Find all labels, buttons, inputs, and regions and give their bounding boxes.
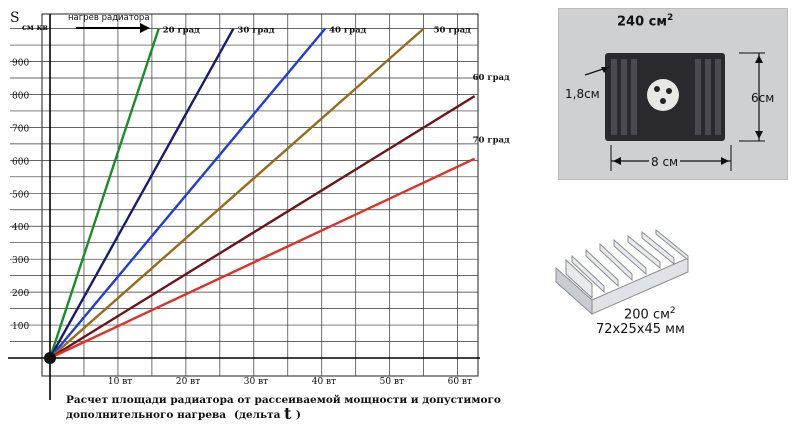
y-tick-label: 400 [12, 223, 29, 233]
y-axis-unit: см кв [22, 22, 48, 32]
series-line [48, 28, 160, 359]
heatsink-photo-small [552, 228, 700, 320]
chart-labels: 100 200 300 400 500 600 700 800 900 10 вт 20 вт 30 … [10, 10, 510, 423]
series-label: 70 град [473, 136, 510, 146]
axes [8, 14, 480, 400]
width-label: 8 см [649, 155, 681, 169]
x-tick-label: 60 вт [448, 377, 472, 387]
heating-arrow-label: нагрев радиатора [68, 13, 150, 23]
x-tick-label: 50 вт [380, 377, 404, 387]
caption-line-2: дополнительного нагрева [66, 409, 226, 421]
series-label: 50 град [434, 26, 471, 36]
y-axis-label: S [10, 10, 20, 26]
heatsink-large-area: 240 см2 [617, 13, 674, 30]
heatsink-photo-large: 240 см2 1,8см 6см 8 см [558, 8, 788, 180]
heatsink-large-drawing [584, 52, 765, 171]
series-line [49, 27, 327, 359]
fin-thickness-label: 1,8см [565, 87, 600, 101]
grid-frame [41, 13, 479, 377]
origin-dot [44, 352, 56, 364]
series-label: 40 град [329, 26, 366, 36]
caption-close: ) [296, 409, 301, 421]
y-tick-label: 200 [12, 289, 29, 299]
series-line [49, 157, 476, 360]
x-tick-label: 30 вт [244, 377, 268, 387]
heatsink-small-drawing [555, 228, 689, 316]
heatsink-small-dims: 72x25x45 мм [596, 322, 685, 337]
series-label: 60 град [473, 73, 510, 83]
series-line [48, 28, 235, 359]
caption-delta: (дельта [234, 409, 281, 421]
y-tick-label: 300 [12, 256, 29, 266]
height-label: 6см [751, 91, 775, 105]
caption-t: t [284, 404, 292, 423]
x-tick-label: 20 вт [176, 377, 200, 387]
heating-arrow-head [140, 23, 150, 33]
series-label: 30 град [237, 26, 274, 36]
y-tick-label: 500 [12, 190, 29, 200]
chart: 100 200 300 400 500 600 700 800 900 10 вт 20 вт 30 … [8, 10, 510, 423]
y-tick-label: 900 [12, 59, 29, 69]
y-tick-label: 800 [12, 91, 29, 101]
heatsink-small-area: 200 см2 [624, 306, 676, 323]
series-line [49, 95, 476, 360]
x-tick-label: 10 вт [108, 377, 132, 387]
series-line [49, 27, 425, 359]
x-tick-label: 40 вт [312, 377, 336, 387]
series-lines [44, 27, 476, 364]
caption-line-1: Расчет площади радиатора от рассеиваемой… [66, 394, 501, 406]
y-tick-label: 100 [12, 322, 29, 332]
series-label: 20 град [163, 26, 200, 36]
y-tick-label: 700 [12, 124, 29, 134]
y-tick-label: 600 [12, 157, 29, 167]
